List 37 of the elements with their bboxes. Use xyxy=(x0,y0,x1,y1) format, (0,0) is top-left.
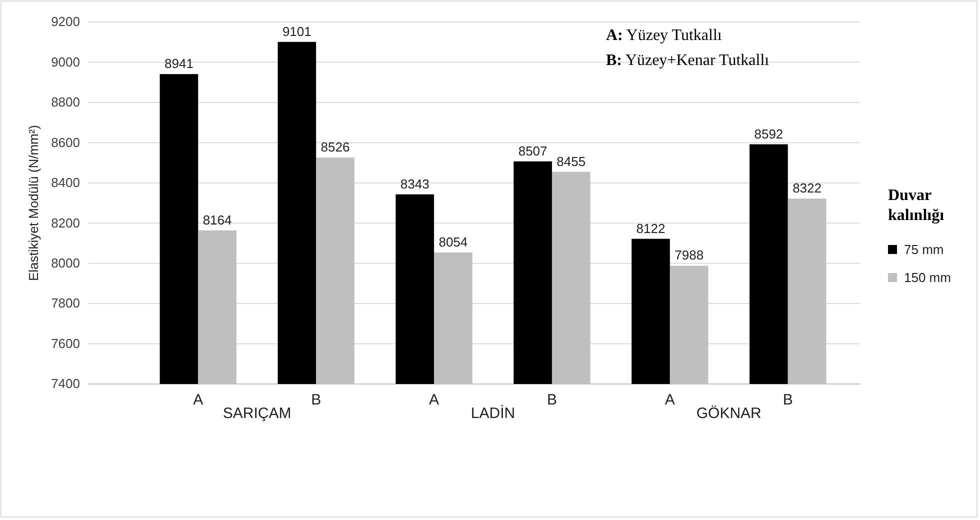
data-label: 8526 xyxy=(320,140,350,155)
data-label: 8455 xyxy=(556,154,586,169)
legend-label: 75 mm xyxy=(904,242,944,257)
text: GÖKNAR xyxy=(696,405,762,422)
legend-title: Duvar kalınlığı xyxy=(888,187,945,224)
y-tick-label: 7800 xyxy=(51,296,80,311)
y-tick-label: 8800 xyxy=(51,94,80,110)
y-tick-label: 8200 xyxy=(51,215,80,230)
data-label: 8164 xyxy=(202,212,232,228)
x-tick-label: A xyxy=(664,392,675,409)
data-label: 9101 xyxy=(282,24,312,39)
annotation: A: Yüzey Tutkallı xyxy=(606,27,722,44)
text: SARIÇAM xyxy=(222,405,292,422)
y-tick-label: 8000 xyxy=(51,255,80,270)
annotation: B: Yüzey+Kenar Tutkallı xyxy=(606,52,770,69)
x-tick-label: B xyxy=(311,392,322,409)
x-tick-label: B xyxy=(782,392,793,409)
data-label: 8941 xyxy=(164,56,194,72)
data-label: 8592 xyxy=(754,126,784,142)
y-tick-label: 8400 xyxy=(51,175,80,190)
y-tick-label: 8600 xyxy=(51,134,80,150)
x-tick-label: A xyxy=(193,392,204,409)
data-label: 8322 xyxy=(792,180,822,196)
x-tick-label: B xyxy=(546,392,557,409)
data-label: 8054 xyxy=(438,234,468,250)
y-tick-label: 7400 xyxy=(51,376,80,392)
text: LADİN xyxy=(470,404,516,422)
data-label: 8507 xyxy=(518,143,548,158)
x-tick-label: A xyxy=(429,392,440,409)
data-label: 8343 xyxy=(400,176,430,192)
legend-label: 150 mm xyxy=(904,270,951,285)
y-tick-label: 9000 xyxy=(51,54,80,70)
y-tick-label: 7600 xyxy=(51,336,80,351)
data-label: 8122 xyxy=(636,220,666,236)
data-label: 7988 xyxy=(674,248,704,263)
y-tick-label: 9200 xyxy=(51,14,80,30)
y-axis-title: Elastikiyet Modülü (N/mm²) xyxy=(26,124,41,282)
